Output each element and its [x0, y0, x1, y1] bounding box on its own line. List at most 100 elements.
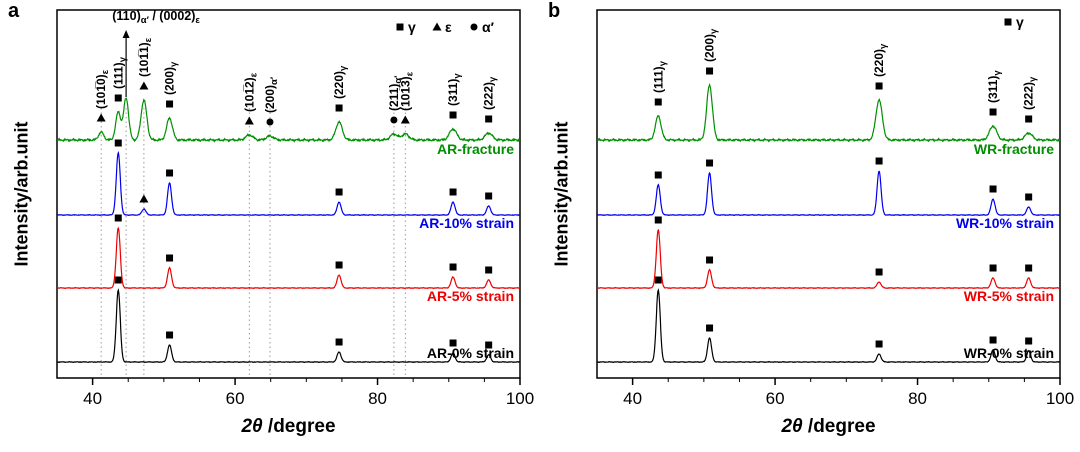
panel-letter-b: b: [548, 0, 561, 22]
xrd-trace: [597, 288, 1061, 364]
square-marker: [654, 98, 662, 106]
peak-label: (311)γ: [986, 70, 1003, 103]
x-axis-title-a: 2θ /degree: [57, 416, 520, 438]
square-marker: [335, 261, 343, 269]
xrd-trace: [597, 170, 1061, 217]
series-label: AR-0% strain: [427, 345, 514, 361]
peak-label: (222)γ: [482, 76, 499, 110]
series-label: WR-5% strain: [964, 288, 1054, 304]
xrd-trace: [56, 97, 521, 143]
series-label: AR-10% strain: [419, 215, 514, 231]
xrd-plot-b: 40 60 80 100 WR-0% strain WR-5% strain WR-10% …: [596, 9, 1074, 408]
square-marker: [706, 324, 714, 332]
square-marker: [654, 171, 662, 179]
square-marker: [989, 264, 997, 272]
annotation-label: (110)α′ / (0002)ε: [112, 9, 200, 26]
x-axis-title-a-math: 2θ: [241, 416, 263, 437]
peak-label: (222)γ: [1022, 76, 1039, 110]
square-marker: [1025, 115, 1033, 123]
square-marker: [654, 276, 662, 284]
x-tick-label: 40: [83, 389, 102, 408]
square-marker: [166, 169, 174, 177]
square-marker: [449, 339, 457, 347]
circle-marker: [390, 116, 398, 124]
xrd-trace: [596, 82, 1061, 143]
square-marker: [396, 23, 404, 31]
circle-marker: [266, 118, 274, 126]
xrd-trace: [596, 228, 1061, 290]
legend-phase-label: α′: [482, 19, 495, 35]
x-axis-title-b-math: 2θ: [781, 416, 803, 437]
square-marker: [114, 139, 122, 147]
xrd-plot-a: 40 60 80 100 AR-0% strain AR-5% strain AR-10% …: [56, 9, 534, 408]
triangle-marker: [432, 22, 442, 31]
peak-label: (101̅2)ε: [242, 72, 259, 112]
square-marker: [335, 188, 343, 196]
legend-phase-label: γ: [1016, 14, 1024, 30]
square-marker: [1025, 264, 1033, 272]
peak-label: (111)γ: [111, 56, 128, 89]
square-marker: [166, 331, 174, 339]
square-marker: [114, 276, 122, 284]
triangle-marker: [244, 116, 254, 125]
peak-label: (101̅1)ε: [137, 37, 154, 77]
square-marker: [875, 82, 883, 90]
peak-label: (311)γ: [446, 73, 463, 106]
peak-label: (200)α′: [263, 76, 280, 113]
x-tick-label: 100: [1046, 389, 1074, 408]
y-axis-title-b: Intensity/arb.unit: [551, 121, 572, 267]
square-marker: [449, 188, 457, 196]
legend-phase-label: γ: [408, 19, 416, 35]
xrd-trace: [56, 226, 521, 290]
square-marker: [989, 185, 997, 193]
x-axis-title-b-unit: /degree: [802, 416, 876, 437]
panel-b: 40 60 80 100 WR-0% strain WR-5% strain WR-10% …: [540, 0, 1080, 452]
square-marker: [485, 341, 493, 349]
peak-label: (220)γ: [872, 43, 889, 77]
series-label: WR-10% strain: [956, 215, 1054, 231]
peak-label: (101̅0)ε: [94, 69, 111, 109]
square-marker: [989, 108, 997, 116]
square-marker: [449, 263, 457, 271]
peak-label: (211)α′: [387, 75, 404, 111]
y-axis-title-a: Intensity/arb.unit: [11, 121, 32, 267]
square-marker: [114, 94, 122, 102]
panel-a: 40 60 80 100 AR-0% strain AR-5% strain AR-10% …: [8, 0, 534, 438]
triangle-marker: [400, 115, 410, 124]
x-tick-label: 100: [506, 389, 534, 408]
square-marker: [875, 340, 883, 348]
square-marker: [1025, 337, 1033, 345]
legend-phase-label: ε: [445, 19, 452, 35]
square-marker: [1004, 18, 1012, 26]
square-marker: [654, 216, 662, 224]
x-tick-label: 80: [368, 389, 387, 408]
square-marker: [335, 104, 343, 112]
square-marker: [449, 111, 457, 119]
x-axis-title-b: 2θ /degree: [597, 416, 1060, 438]
square-marker: [706, 256, 714, 264]
square-marker: [989, 336, 997, 344]
triangle-marker: [96, 113, 106, 122]
circle-marker: [470, 23, 478, 31]
series-label: WR-0% strain: [964, 345, 1054, 361]
square-marker: [1025, 193, 1033, 201]
square-marker: [875, 157, 883, 165]
square-marker: [335, 338, 343, 346]
panel-letter-a: a: [8, 0, 20, 22]
peak-label: (220)γ: [332, 65, 349, 99]
x-tick-label: 80: [908, 389, 927, 408]
series-label: WR-fracture: [974, 141, 1054, 157]
peak-label: (111)γ: [651, 60, 668, 93]
square-marker: [166, 254, 174, 262]
square-marker: [114, 214, 122, 222]
triangle-marker: [139, 81, 149, 90]
x-tick-label: 60: [226, 389, 245, 408]
peak-label: (200)γ: [163, 61, 180, 95]
series-label: AR-fracture: [437, 141, 514, 157]
square-marker: [485, 192, 493, 200]
square-marker: [706, 159, 714, 167]
annotation-arrowhead: [122, 30, 130, 38]
peak-label: (101̅3)ε: [398, 71, 415, 111]
xrd-trace: [57, 150, 521, 217]
